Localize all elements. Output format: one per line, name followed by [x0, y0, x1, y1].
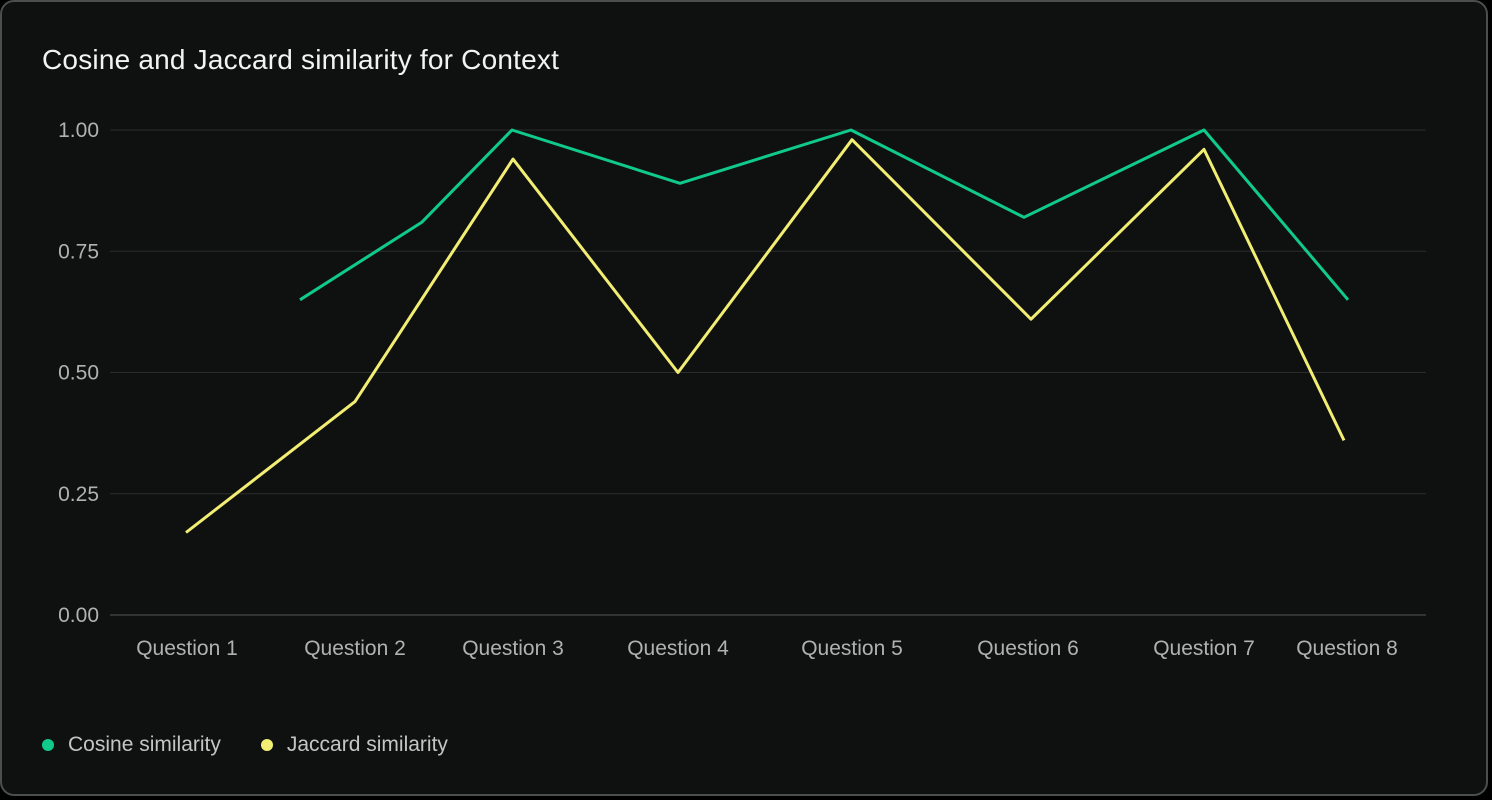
gridlines-group — [110, 129, 1426, 616]
x-tick-label: Question 6 — [977, 637, 1079, 660]
series-group — [185, 128, 1350, 534]
x-axis-labels-group: Question 1 Question 2 Question 3 Question 4… — [136, 637, 1398, 660]
legend-item-jaccard[interactable]: Jaccard similarity — [260, 733, 448, 757]
jaccard-line[interactable] — [185, 138, 1346, 534]
cosine-legend-dot-icon — [42, 739, 54, 751]
y-tick-label: 1.00 — [58, 119, 99, 142]
y-axis-labels-group: 0.00 0.25 0.50 0.75 1.00 — [58, 119, 99, 627]
y-tick-label: 0.00 — [58, 604, 99, 627]
y-tick-label: 0.50 — [58, 362, 99, 385]
y-tick-label: 0.75 — [58, 240, 99, 263]
x-tick-label: Question 1 — [136, 637, 238, 660]
legend-label: Cosine similarity — [68, 733, 221, 756]
y-tick-label: 0.25 — [58, 483, 99, 506]
x-tick-label: Question 8 — [1296, 637, 1398, 660]
x-tick-label: Question 7 — [1153, 637, 1255, 660]
legend-item-cosine[interactable]: Cosine similarity — [42, 733, 221, 757]
legend-label: Jaccard similarity — [286, 733, 448, 756]
chart-title: Cosine and Jaccard similarity for Contex… — [42, 44, 560, 75]
x-tick-label: Question 3 — [462, 637, 564, 660]
cosine-line[interactable] — [299, 128, 1350, 302]
x-tick-label: Question 4 — [627, 637, 729, 660]
x-tick-label: Question 5 — [801, 637, 903, 660]
legend: Cosine similarity Jaccard similarity — [42, 733, 448, 757]
x-tick-label: Question 2 — [304, 637, 406, 660]
jaccard-legend-dot-icon — [260, 739, 273, 751]
